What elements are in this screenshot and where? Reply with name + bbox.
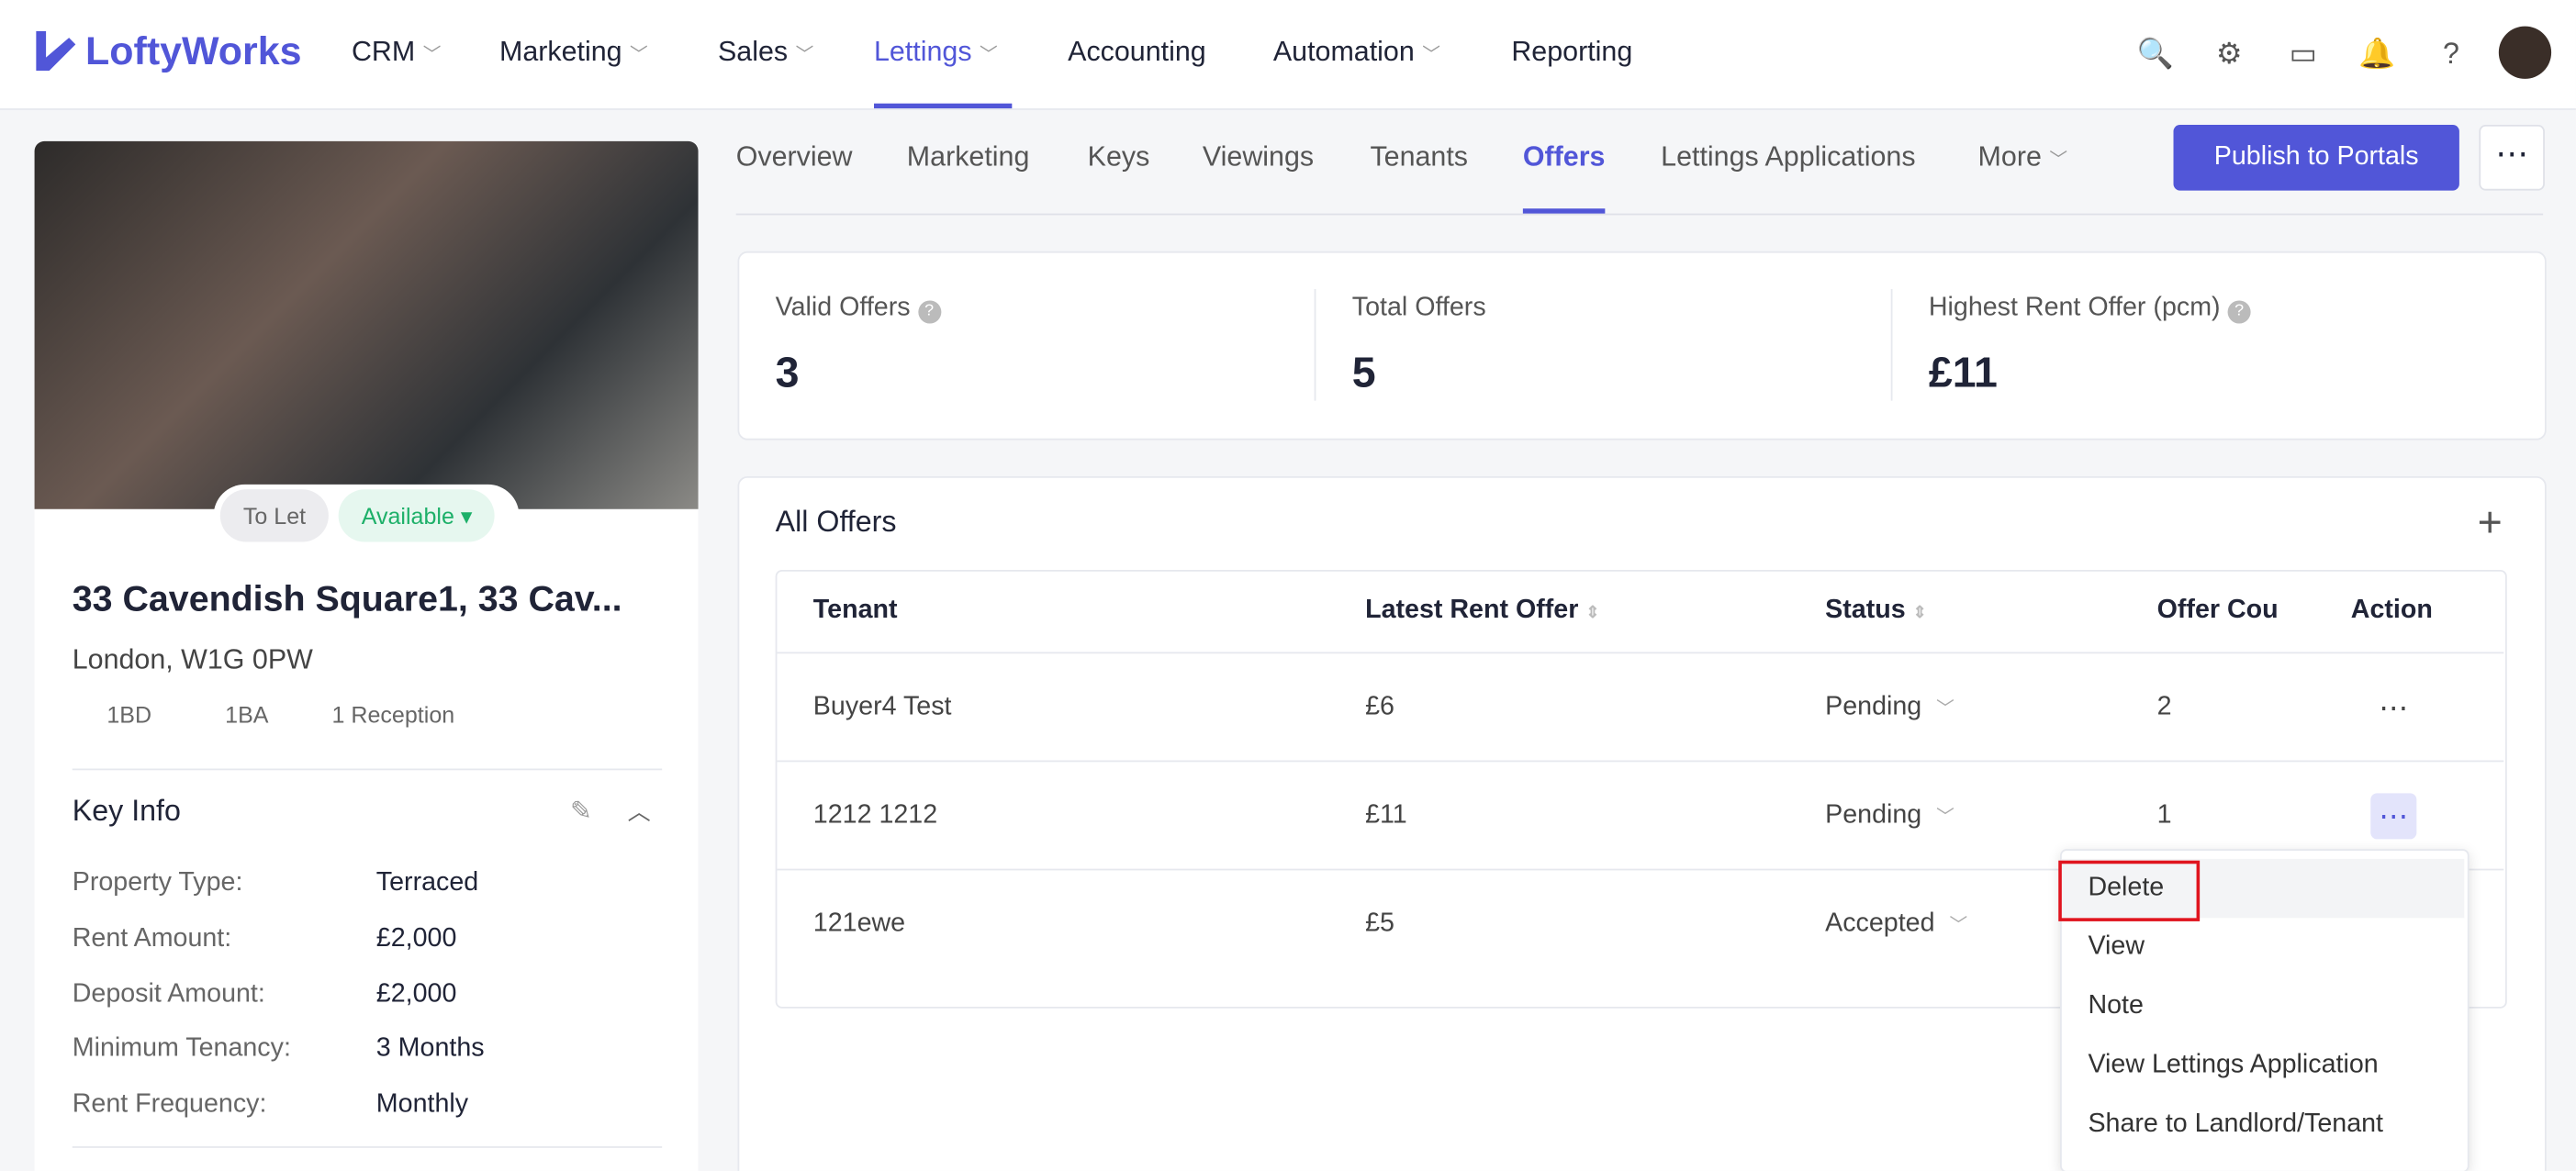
tab[interactable]: Offers: [1522, 140, 1606, 173]
info-label: Deposit Amount:: [72, 979, 265, 1009]
stat-value: £11: [1928, 347, 1998, 397]
menu-item[interactable]: View Lettings Application: [2088, 1051, 2379, 1079]
section-title: Key Info: [72, 794, 181, 828]
row-line: [777, 868, 2504, 871]
property-title: 33 Cavendish Square1, 33 Cav...: [72, 577, 622, 619]
property-image: [34, 140, 699, 509]
menu-hover: [2061, 858, 2465, 919]
edit-icon[interactable]: ✎: [569, 797, 592, 827]
info-label: Rent Frequency:: [72, 1090, 267, 1119]
stat-label: Valid Offers ?: [776, 294, 941, 324]
nav-item[interactable]: CRM ﹀: [351, 36, 442, 68]
publish-button[interactable]: Publish to Portals: [2173, 125, 2459, 191]
info-label: Minimum Tenancy:: [72, 1035, 291, 1064]
stat-value: 5: [1351, 347, 1376, 397]
nav-item[interactable]: Marketing ﹀: [499, 36, 648, 68]
nav-item[interactable]: Lettings ﹀: [874, 36, 998, 68]
cell[interactable]: Accepted ﹀: [1825, 909, 1968, 938]
tab-line: [735, 213, 2544, 216]
info-value: 3 Months: [375, 1035, 485, 1064]
menu-item[interactable]: Delete: [2088, 874, 2165, 902]
cell: 121ewe: [812, 909, 906, 938]
card-title: All Offers: [775, 505, 897, 539]
menu-item[interactable]: Note: [2088, 991, 2144, 1020]
info-value: Terraced: [375, 868, 479, 898]
address: London, W1G 0PW: [72, 643, 313, 675]
info-value: £2,000: [375, 979, 457, 1009]
avatar[interactable]: [2498, 26, 2552, 79]
tab[interactable]: Lettings Applications: [1661, 140, 1916, 173]
top-nav: [0, 0, 2576, 110]
cell: £11: [1365, 801, 1407, 830]
cell[interactable]: Pending ﹀: [1825, 801, 1954, 830]
row-action[interactable]: ⋯: [2379, 691, 2409, 725]
column-header: Offer Cou: [2156, 596, 2279, 625]
column-header: Latest Rent Offer ⇕: [1365, 596, 1600, 625]
column-header: Status ⇕: [1825, 596, 1927, 625]
row-line: [777, 652, 2504, 654]
nav-icon[interactable]: ▭: [2289, 37, 2318, 71]
cell: 2: [2156, 693, 2172, 721]
logo: LoftyWorks: [85, 29, 302, 74]
stat-label: Highest Rent Offer (pcm) ?: [1929, 294, 2251, 324]
divider: [72, 1146, 663, 1148]
divider: [72, 768, 663, 771]
tag[interactable]: Available ▾: [338, 489, 496, 542]
cell: £5: [1365, 909, 1394, 938]
cell: £6: [1365, 693, 1394, 721]
nav-icon[interactable]: 🔍: [2136, 37, 2174, 71]
nav-icon[interactable]: ?: [2442, 37, 2459, 71]
cell[interactable]: Pending ﹀: [1825, 693, 1954, 721]
tab[interactable]: Viewings: [1202, 140, 1315, 173]
highlight-box: [2058, 860, 2201, 921]
nav-item[interactable]: Sales ﹀: [718, 36, 814, 68]
row-action[interactable]: ⋯: [2370, 793, 2417, 840]
offers-table: [775, 569, 2507, 1009]
tab[interactable]: Tenants: [1370, 140, 1469, 173]
stat-value: 3: [775, 347, 800, 397]
cell: Buyer4 Test: [812, 693, 952, 721]
feature: 1BA: [225, 701, 269, 728]
column-header: Tenant: [812, 596, 898, 625]
tab[interactable]: Overview: [735, 140, 853, 173]
tab[interactable]: Keys: [1087, 140, 1150, 173]
nav-item[interactable]: Accounting: [1068, 36, 1206, 68]
add-offer[interactable]: +: [2477, 496, 2503, 547]
feature: 1 Reception: [331, 701, 455, 728]
cell: 1212 1212: [812, 801, 938, 830]
tab[interactable]: More ﹀: [1977, 140, 2068, 173]
tab[interactable]: Marketing: [906, 140, 1030, 173]
menu-item[interactable]: View: [2088, 932, 2145, 961]
nav-item[interactable]: Automation ﹀: [1272, 36, 1440, 68]
nav-icon[interactable]: 🔔: [2358, 37, 2396, 71]
stat-divider: [1314, 288, 1316, 401]
row-line: [777, 760, 2504, 763]
info-label: Rent Amount:: [72, 924, 232, 953]
stat-divider: [1890, 288, 1893, 401]
more-button[interactable]: ⋯: [2479, 125, 2545, 191]
info-value: £2,000: [375, 924, 457, 953]
stat-label: Total Offers: [1351, 294, 1486, 322]
collapse-icon[interactable]: ︿: [627, 797, 651, 825]
tab-underline: [1522, 208, 1606, 214]
menu-item[interactable]: Share to Landlord/Tenant: [2088, 1110, 2384, 1139]
nav-icon[interactable]: ⚙: [2215, 37, 2243, 71]
logo-icon: [36, 31, 76, 71]
info-label: Property Type:: [72, 868, 243, 898]
stats-card: [737, 251, 2547, 441]
cell: 1: [2156, 801, 2172, 830]
info-value: Monthly: [375, 1090, 469, 1119]
nav-item[interactable]: Reporting: [1511, 36, 1633, 68]
tag: To Let: [219, 489, 330, 542]
column-header: Action: [2350, 596, 2433, 625]
feature: 1BD: [106, 701, 152, 728]
nav-underline: [874, 103, 1013, 109]
